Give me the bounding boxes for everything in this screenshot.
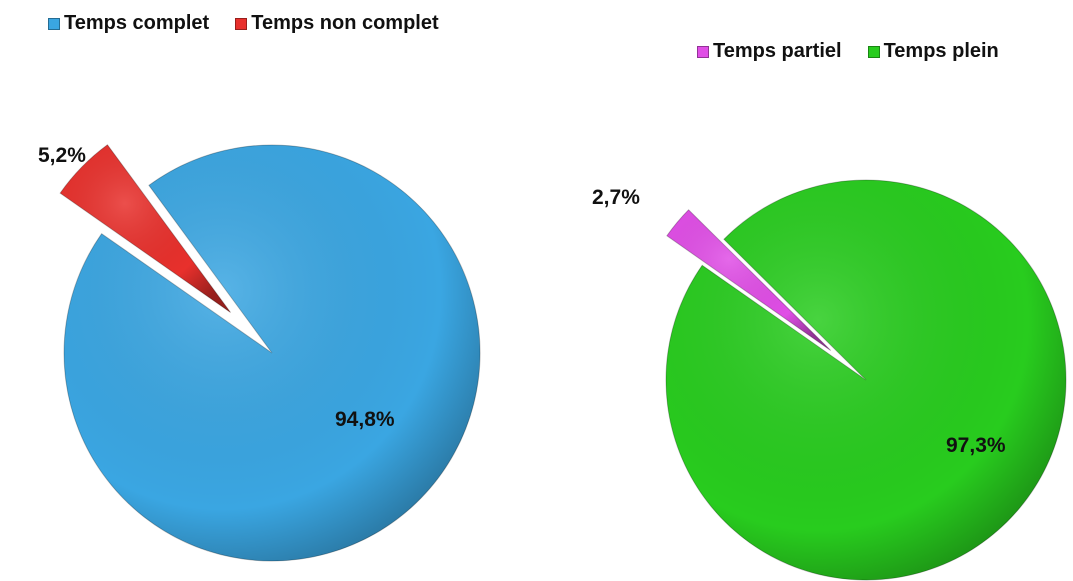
pie-slice-shading	[60, 144, 231, 313]
legend-swatch-temps-complet	[48, 17, 60, 30]
pie-slice-temps-partiel	[666, 209, 832, 351]
legend-swatch-temps-non-complet	[235, 17, 248, 30]
data-label-temps-partiel: 2,7%	[592, 186, 640, 209]
pie-slice-temps-complet	[63, 144, 481, 562]
legend-item-temps-plein: Temps plein	[867, 40, 999, 63]
pie-slice-shading	[665, 180, 1066, 581]
legend-swatch-temps-partiel	[697, 45, 709, 58]
data-label-temps-complet: 94,8%	[335, 408, 395, 431]
legend-label-temps-plein: Temps plein	[883, 40, 999, 62]
data-label-temps-non-complet: 5,2%	[38, 144, 86, 167]
legend-label-temps-non-complet: Temps non complet	[251, 12, 439, 34]
legend-label-temps-partiel: Temps partiel	[713, 40, 842, 62]
pie-slice-shading	[666, 209, 831, 351]
legend-item-temps-complet: Temps complet	[48, 12, 209, 35]
legend-label-temps-complet: Temps complet	[64, 12, 210, 34]
data-label-temps-plein: 97,3%	[946, 434, 1006, 457]
legend-right: Temps partiel Temps plein	[697, 40, 999, 63]
pie-slice-temps-plein	[665, 179, 1067, 581]
legend-left: Temps complet Temps non complet	[48, 12, 439, 35]
legend-item-temps-non-complet: Temps non complet	[235, 12, 439, 35]
legend-item-temps-partiel: Temps partiel	[697, 40, 842, 63]
pie-slice-shading	[64, 144, 481, 561]
legend-swatch-temps-plein	[867, 45, 880, 58]
pie-slice-temps-non-complet	[59, 144, 231, 313]
